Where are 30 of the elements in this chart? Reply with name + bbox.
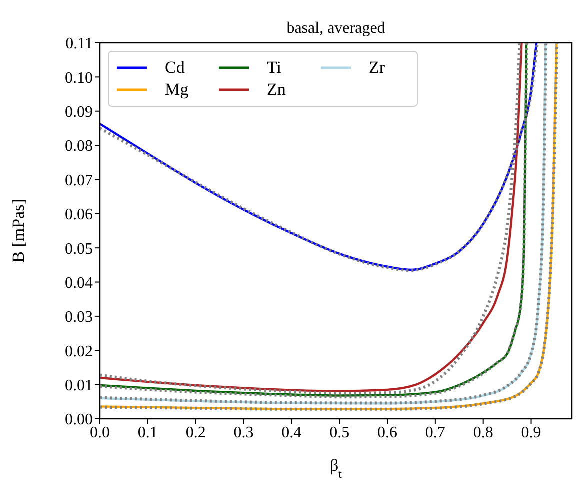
x-tick-label: 0.3 (234, 424, 254, 442)
legend-label: Mg (165, 80, 190, 100)
y-tick-label: 0.05 (65, 240, 93, 258)
y-tick-label: 0.02 (65, 343, 93, 360)
y-tick-label: 0.01 (65, 378, 93, 394)
x-tick-label: 0.4 (282, 424, 302, 442)
y-tick-label: 0.07 (65, 172, 93, 190)
x-tick-label: 0.1 (138, 424, 158, 442)
legend-label: Ti (267, 58, 283, 78)
x-tick-label: 0.6 (378, 424, 398, 442)
legend-label: Cd (165, 58, 186, 78)
y-tick-label: 0.08 (65, 138, 93, 156)
x-tick-label: 0.2 (186, 424, 206, 442)
x-tick-label: 0.9 (521, 424, 542, 442)
x-tick-label: 0.5 (330, 424, 350, 442)
y-tick-label: 0.09 (65, 104, 93, 122)
legend-label: Zn (267, 80, 287, 100)
legend-label: Zr (369, 58, 386, 78)
y-tick-label: 0.11 (66, 36, 93, 53)
y-tick-label: 0.06 (65, 206, 93, 224)
x-tick-label: 0.8 (473, 424, 494, 442)
x-tick-label: 0.0 (90, 424, 110, 442)
y-tick-label: 0.04 (65, 274, 93, 292)
x-tick-label: 0.7 (425, 424, 446, 442)
y-axis-title: B [mPas] (9, 199, 28, 263)
x-axis-title: β$_{t}$ (330, 456, 343, 481)
chart-title: basal, averaged (286, 20, 386, 37)
y-tick-label: 0.00 (65, 412, 93, 429)
y-tick-label: 0.10 (65, 70, 93, 87)
y-tick-label: 0.03 (65, 309, 93, 326)
